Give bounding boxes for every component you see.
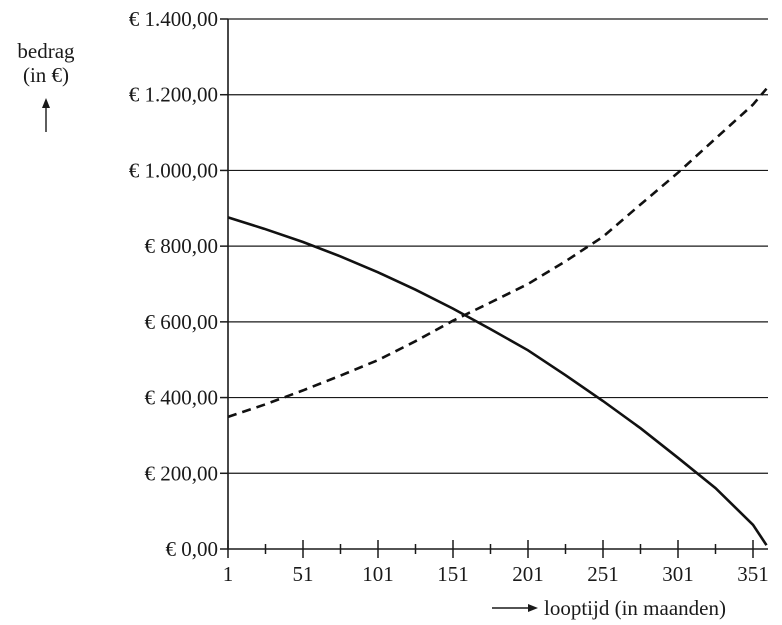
x-tick-label: 351 xyxy=(737,562,769,586)
y-axis-label-line2: (in €) xyxy=(23,63,69,87)
series-line-dashed xyxy=(227,87,768,419)
series-line-solid xyxy=(227,216,768,546)
grid xyxy=(220,18,768,558)
x-axis-arrow-icon xyxy=(492,604,538,612)
x-tick-label: 101 xyxy=(362,562,394,586)
y-tick-label: € 0,00 xyxy=(166,537,219,561)
y-tick-labels: € 0,00 € 200,00 € 400,00 € 600,00 € 800,00 € … xyxy=(129,7,218,561)
x-tick-label: 151 xyxy=(437,562,469,586)
y-axis-label-line1: bedrag xyxy=(17,39,75,63)
x-axis-label: looptijd (in maanden) xyxy=(544,596,726,620)
y-tick-label: € 600,00 xyxy=(145,310,219,334)
y-tick-label: € 1.000,00 xyxy=(129,158,218,182)
y-tick-label: € 1.200,00 xyxy=(129,83,218,107)
y-tick-label: € 400,00 xyxy=(145,386,219,410)
y-axis-arrow-icon xyxy=(42,98,50,132)
x-tick-label: 301 xyxy=(662,562,694,586)
y-tick-label: € 800,00 xyxy=(145,234,219,258)
x-tick-label: 51 xyxy=(293,562,314,586)
x-tick-label: 251 xyxy=(587,562,619,586)
series-group xyxy=(227,87,768,546)
x-tick-label: 201 xyxy=(512,562,544,586)
x-tick-label: 1 xyxy=(223,562,234,586)
y-tick-label: € 1.400,00 xyxy=(129,7,218,31)
x-tick-labels: 1 51 101 151 201 251 301 351 xyxy=(223,562,769,586)
y-tick-label: € 200,00 xyxy=(145,461,219,485)
